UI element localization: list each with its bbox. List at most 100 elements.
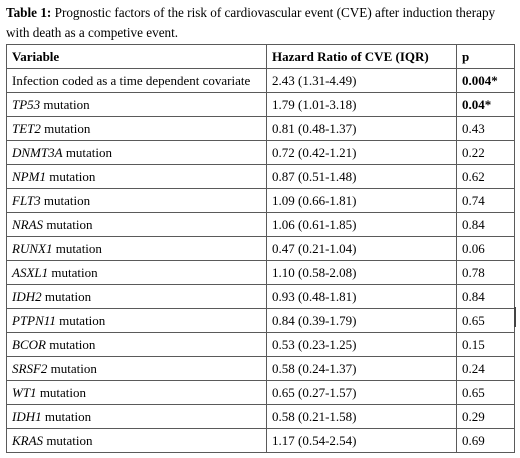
table-row: IDH2 mutation 0.93 (0.48-1.81) 0.84 [6, 284, 515, 309]
variable-cell: NPM1 mutation [6, 164, 267, 189]
p-value-cell: 0.65 [456, 308, 515, 333]
caption-text: Prognostic factors of the risk of cardio… [6, 5, 496, 40]
header-p-value: p [456, 44, 515, 69]
gene-name: FLT3 [12, 192, 41, 208]
caption-label: Table 1: [6, 5, 52, 20]
p-value-cell: 0.84 [456, 212, 515, 237]
hazard-ratio-cell: 0.65 (0.27-1.57) [266, 380, 457, 405]
table-row: TET2 mutation 0.81 (0.48-1.37) 0.43 [6, 116, 515, 141]
variable-cell: ASXL1 mutation [6, 260, 267, 285]
gene-name: RUNX1 [12, 240, 53, 256]
variable-suffix: mutation [40, 192, 91, 208]
variable-cell: PTPN11 mutation [6, 308, 267, 333]
variable-cell: NRAS mutation [6, 212, 267, 237]
variable-cell: IDH1 mutation [6, 404, 267, 429]
hazard-ratio-cell: 1.10 (0.58-2.08) [266, 260, 457, 285]
table-row: FLT3 mutation 1.09 (0.66-1.81) 0.74 [6, 188, 515, 213]
table-row: BCOR mutation 0.53 (0.23-1.25) 0.15 [6, 332, 515, 357]
variable-cell: RUNX1 mutation [6, 236, 267, 261]
gene-name: SRSF2 [12, 360, 48, 376]
hazard-ratio-cell: 0.47 (0.21-1.04) [266, 236, 457, 261]
hazard-ratio-cell: 0.72 (0.42-1.21) [266, 140, 457, 165]
gene-name: TP53 [12, 96, 41, 112]
p-value-cell: 0.22 [456, 140, 515, 165]
variable-cell: BCOR mutation [6, 332, 267, 357]
table-row: NRAS mutation 1.06 (0.61-1.85) 0.84 [6, 212, 515, 237]
table-row: SRSF2 mutation 0.58 (0.24-1.37) 0.24 [6, 356, 515, 381]
hazard-ratio-cell: 1.06 (0.61-1.85) [266, 212, 457, 237]
hazard-ratio-cell: 1.79 (1.01-3.18) [266, 92, 457, 117]
p-value-cell: 0.65 [456, 380, 515, 405]
table-row: ASXL1 mutation 1.10 (0.58-2.08) 0.78 [6, 260, 515, 285]
variable-cell: KRAS mutation [6, 428, 267, 453]
p-value-cell: 0.06 [456, 236, 515, 261]
p-value-cell: 0.004* [456, 68, 515, 93]
variable-suffix: mutation [55, 312, 106, 328]
hazard-ratio-cell: 0.81 (0.48-1.37) [266, 116, 457, 141]
table-row: TP53 mutation 1.79 (1.01-3.18) 0.04* [6, 92, 515, 117]
header-row: Variable Hazard Ratio of CVE (IQR) p [6, 44, 515, 69]
gene-name: IDH1 [12, 408, 42, 424]
variable-label: Infection coded as a time dependent cova… [12, 72, 251, 88]
gene-name: NRAS [12, 216, 44, 232]
hazard-ratio-cell: 0.53 (0.23-1.25) [266, 332, 457, 357]
variable-cell: WT1 mutation [6, 380, 267, 405]
gene-name: BCOR [12, 336, 46, 352]
p-value-cell: 0.43 [456, 116, 515, 141]
variable-suffix: mutation [48, 264, 98, 280]
table-caption: Table 1: Prognostic factors of the risk … [6, 3, 514, 43]
gene-name: KRAS [12, 432, 44, 448]
p-value-cell: 0.29 [456, 404, 515, 429]
variable-suffix: mutation [43, 432, 93, 448]
p-value-cell: 0.04* [456, 92, 515, 117]
gene-name: PTPN11 [12, 312, 56, 328]
variable-suffix: mutation [43, 216, 93, 232]
table-row: IDH1 mutation 0.58 (0.21-1.58) 0.29 [6, 404, 515, 429]
table-row: Infection coded as a time dependent cova… [6, 68, 515, 93]
table-row: PTPN11 mutation 0.84 (0.39-1.79) 0.65 [6, 308, 515, 333]
gene-name: NPM1 [12, 168, 46, 184]
variable-cell: IDH2 mutation [6, 284, 267, 309]
p-value-cell: 0.15 [456, 332, 515, 357]
table-row: DNMT3A mutation 0.72 (0.42-1.21) 0.22 [6, 140, 515, 165]
gene-name: IDH2 [12, 288, 42, 304]
p-value-cell: 0.24 [456, 356, 515, 381]
header-hazard-ratio: Hazard Ratio of CVE (IQR) [266, 44, 457, 69]
table-body: Infection coded as a time dependent cova… [6, 68, 515, 453]
gene-name: WT1 [12, 384, 37, 400]
header-variable: Variable [6, 44, 267, 69]
variable-cell: Infection coded as a time dependent cova… [6, 68, 267, 93]
variable-suffix: mutation [45, 168, 96, 184]
table-row: KRAS mutation 1.17 (0.54-2.54) 0.69 [6, 428, 515, 453]
variable-suffix: mutation [36, 384, 87, 400]
hazard-ratio-cell: 1.17 (0.54-2.54) [266, 428, 457, 453]
p-value-cell: 0.69 [456, 428, 515, 453]
table-row: NPM1 mutation 0.87 (0.51-1.48) 0.62 [6, 164, 515, 189]
gene-name: ASXL1 [12, 264, 49, 280]
hazard-ratio-cell: 0.93 (0.48-1.81) [266, 284, 457, 309]
p-value-cell: 0.84 [456, 284, 515, 309]
table-row: WT1 mutation 0.65 (0.27-1.57) 0.65 [6, 380, 515, 405]
table-row: RUNX1 mutation 0.47 (0.21-1.04) 0.06 [6, 236, 515, 261]
variable-cell: FLT3 mutation [6, 188, 267, 213]
hazard-ratio-cell: 0.58 (0.21-1.58) [266, 404, 457, 429]
text-cursor-mark [514, 307, 516, 327]
hazard-ratio-cell: 1.09 (0.66-1.81) [266, 188, 457, 213]
variable-cell: DNMT3A mutation [6, 140, 267, 165]
variable-suffix: mutation [40, 120, 91, 136]
variable-cell: SRSF2 mutation [6, 356, 267, 381]
hazard-ratio-cell: 0.58 (0.24-1.37) [266, 356, 457, 381]
prognostic-factors-table: Variable Hazard Ratio of CVE (IQR) p Inf… [6, 44, 515, 453]
hazard-ratio-cell: 2.43 (1.31-4.49) [266, 68, 457, 93]
p-value-cell: 0.78 [456, 260, 515, 285]
variable-suffix: mutation [41, 408, 92, 424]
gene-name: TET2 [12, 120, 41, 136]
gene-name: DNMT3A [12, 144, 63, 160]
variable-suffix: mutation [40, 96, 90, 112]
variable-suffix: mutation [47, 360, 97, 376]
variable-suffix: mutation [52, 240, 102, 256]
variable-cell: TP53 mutation [6, 92, 267, 117]
p-value-cell: 0.74 [456, 188, 515, 213]
p-value-cell: 0.62 [456, 164, 515, 189]
variable-suffix: mutation [41, 288, 92, 304]
